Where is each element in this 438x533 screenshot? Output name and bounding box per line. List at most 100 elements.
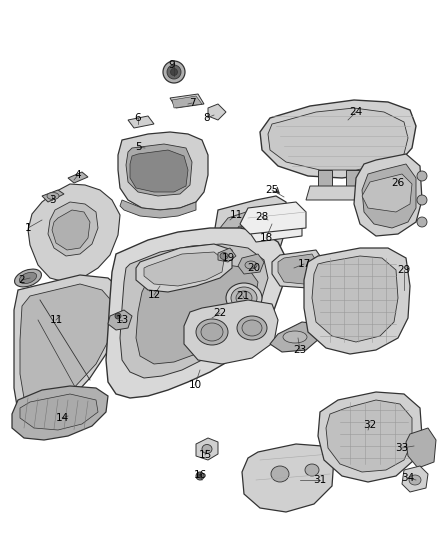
Polygon shape [52, 210, 90, 250]
Text: 10: 10 [188, 380, 201, 390]
Ellipse shape [201, 323, 223, 341]
Polygon shape [20, 284, 116, 408]
Polygon shape [136, 244, 232, 292]
Text: 25: 25 [265, 185, 279, 195]
Text: 16: 16 [193, 470, 207, 480]
Polygon shape [170, 94, 204, 108]
Text: 31: 31 [313, 475, 327, 485]
Ellipse shape [417, 171, 427, 181]
Ellipse shape [196, 472, 204, 480]
Text: 19: 19 [221, 253, 235, 263]
Polygon shape [238, 254, 264, 274]
Polygon shape [108, 310, 132, 330]
Ellipse shape [238, 226, 242, 230]
Polygon shape [242, 444, 334, 512]
Polygon shape [126, 144, 192, 196]
Polygon shape [120, 244, 268, 378]
Ellipse shape [417, 195, 427, 205]
Text: 34: 34 [401, 473, 415, 483]
Polygon shape [304, 248, 410, 354]
Polygon shape [402, 466, 428, 492]
Polygon shape [28, 184, 120, 282]
Ellipse shape [231, 287, 257, 309]
Text: 13: 13 [115, 315, 129, 325]
Polygon shape [326, 400, 412, 472]
Text: 26: 26 [392, 178, 405, 188]
Ellipse shape [47, 192, 59, 199]
Ellipse shape [271, 466, 289, 482]
Text: 33: 33 [396, 443, 409, 453]
Polygon shape [306, 186, 374, 200]
Polygon shape [208, 104, 226, 120]
Ellipse shape [170, 69, 177, 76]
Ellipse shape [252, 252, 256, 256]
Ellipse shape [417, 217, 427, 227]
Text: 9: 9 [169, 60, 175, 70]
Ellipse shape [283, 331, 307, 343]
Ellipse shape [321, 256, 331, 264]
Polygon shape [268, 108, 408, 170]
Text: 24: 24 [350, 107, 363, 117]
Polygon shape [144, 252, 224, 286]
Text: 4: 4 [75, 170, 81, 180]
Text: 5: 5 [135, 142, 141, 152]
Ellipse shape [321, 274, 331, 282]
Polygon shape [270, 322, 320, 352]
Text: 8: 8 [204, 113, 210, 123]
Text: 17: 17 [297, 259, 311, 269]
Polygon shape [14, 275, 124, 422]
Ellipse shape [115, 313, 121, 319]
Polygon shape [362, 164, 416, 228]
Polygon shape [130, 150, 188, 192]
Ellipse shape [242, 262, 246, 266]
Ellipse shape [202, 445, 212, 454]
Text: 28: 28 [255, 212, 268, 222]
Polygon shape [20, 394, 98, 430]
Text: 2: 2 [19, 275, 25, 285]
Polygon shape [218, 208, 280, 272]
Polygon shape [106, 228, 286, 398]
Polygon shape [172, 96, 202, 108]
Polygon shape [278, 254, 318, 284]
Polygon shape [120, 200, 196, 218]
Text: 11: 11 [49, 315, 63, 325]
Text: 11: 11 [230, 210, 243, 220]
Polygon shape [354, 154, 422, 236]
Polygon shape [362, 174, 412, 212]
Polygon shape [248, 208, 302, 242]
Polygon shape [184, 300, 278, 364]
Ellipse shape [240, 246, 244, 250]
Ellipse shape [409, 475, 421, 485]
Ellipse shape [19, 272, 37, 284]
Polygon shape [128, 116, 154, 128]
Ellipse shape [242, 320, 262, 336]
Polygon shape [12, 386, 108, 440]
Text: 12: 12 [147, 290, 161, 300]
Polygon shape [214, 196, 288, 282]
Polygon shape [260, 100, 416, 178]
Ellipse shape [14, 269, 42, 287]
Ellipse shape [305, 464, 319, 476]
Polygon shape [196, 438, 218, 460]
Ellipse shape [250, 232, 254, 236]
Polygon shape [218, 248, 236, 262]
Text: 6: 6 [135, 113, 141, 123]
Polygon shape [346, 170, 360, 196]
Polygon shape [68, 172, 88, 183]
Polygon shape [118, 132, 208, 210]
Ellipse shape [237, 316, 267, 340]
Text: 7: 7 [189, 98, 195, 108]
Ellipse shape [236, 291, 252, 305]
Text: 14: 14 [55, 413, 69, 423]
Polygon shape [318, 170, 332, 196]
Polygon shape [136, 264, 258, 364]
Text: 15: 15 [198, 450, 212, 460]
Ellipse shape [220, 253, 228, 260]
Text: 29: 29 [397, 265, 411, 275]
Text: 18: 18 [259, 233, 272, 243]
Polygon shape [318, 392, 422, 482]
Ellipse shape [226, 283, 262, 313]
Ellipse shape [245, 261, 257, 269]
Ellipse shape [198, 474, 202, 478]
Polygon shape [48, 202, 98, 256]
